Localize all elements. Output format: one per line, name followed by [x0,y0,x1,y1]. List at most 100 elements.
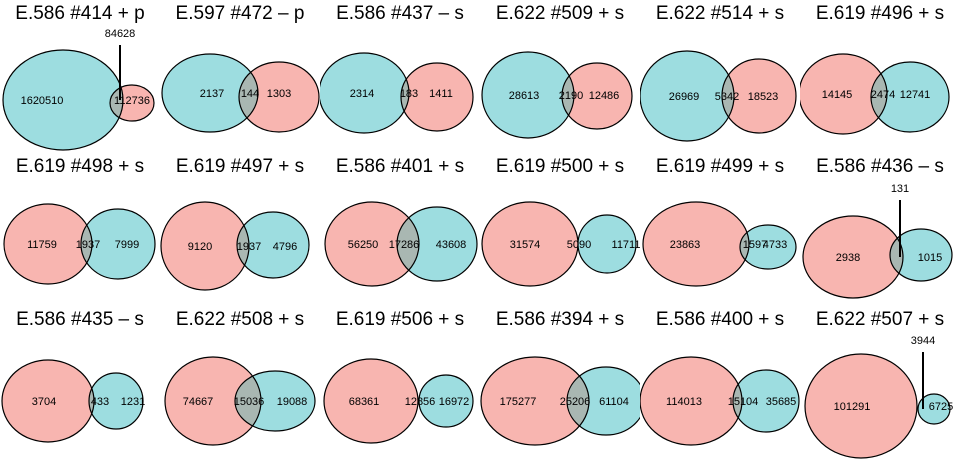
left-set-outline [481,51,575,139]
venn-diagram: 114013 35685 15104 [640,356,800,446]
venn-panel: E.622 #508 + s 74667 19088 15036 [160,306,320,459]
right-only-count: 18523 [748,91,779,103]
right-set-ellipse [397,207,477,281]
right-only-count: 19088 [277,396,308,408]
left-set-outline [802,215,904,299]
venn-panel: E.619 #496 + s 14145 12741 2474 [800,0,960,153]
left-only-count: 28613 [509,90,540,102]
right-only-count: 11711 [612,239,640,251]
left-set-ellipse [161,202,249,290]
right-only-count: 1231 [121,396,145,408]
left-only-count: 3704 [32,396,56,408]
right-set-outline [418,374,474,428]
overlap-count: 84628 [105,28,136,40]
right-only-count: 12486 [589,90,620,102]
right-set-ellipse [237,212,309,278]
panel-title: E.586 #437 – s [336,3,464,24]
left-set-ellipse [4,204,92,284]
panel-title: E.619 #500 + s [495,156,625,177]
right-set-outline [396,206,478,282]
left-only-count: 14145 [822,89,853,101]
left-set-ellipse [643,202,749,286]
right-set-ellipse [578,215,636,273]
panel-title: E.586 #394 + s [495,309,625,330]
overlap-count: 2190 [559,90,583,102]
left-only-count: 9120 [188,241,212,253]
right-set-outline [566,366,640,436]
venn-panel: E.622 #509 + s 28613 12486 2190 [480,0,640,153]
right-set-outline [80,208,156,280]
panel-title: E.622 #514 + s [655,3,785,24]
venn-diagram: 14145 12741 2474 [800,53,950,135]
panel-title: E.586 #414 + p [15,3,145,24]
overlap-count: 131 [891,183,909,195]
left-set-outline [804,353,918,459]
right-only-count: 61104 [599,396,629,408]
right-set-outline [577,214,637,274]
right-only-count: 12741 [900,89,931,101]
right-only-count: 1015 [918,252,942,264]
right-set-outline [238,61,320,133]
right-only-count: 4733 [763,239,787,251]
right-only-count: 1411 [429,88,453,100]
venn-panel: E.619 #498 + s 11759 7999 1937 [0,153,160,306]
venn-panel: E.619 #500 + s 31574 11711 5090 [480,153,640,306]
venn-diagram: 11759 7999 1937 [3,203,156,285]
venn-diagram: 101291 6725 3944 [804,335,953,459]
panel-title: E.619 #497 + s [175,156,305,177]
overlap-count: 3944 [911,335,935,347]
right-set-ellipse [81,209,155,279]
left-set-outline [640,356,743,446]
left-set-outline [642,201,750,287]
right-only-count: 35685 [766,396,797,408]
right-only-count: 43608 [436,239,467,251]
venn-diagram: 2137 1303 144 [161,53,320,133]
venn-diagram: 31574 11711 5090 [481,201,640,287]
right-set-outline [109,84,155,122]
left-set-ellipse [325,202,419,286]
panel-title: E.619 #506 + s [335,309,465,330]
right-set-outline [870,61,950,133]
left-only-count: 23863 [670,239,701,251]
overlap-count: 183 [400,88,418,100]
left-set-outline [164,356,262,446]
right-set-ellipse [419,375,473,427]
left-set-outline [480,356,590,446]
right-only-count: 1303 [267,88,291,100]
panel-title: E.586 #435 – s [16,309,144,330]
right-set-outline [721,58,797,134]
venn-panel: E.586 #437 – s 2314 1411 183 [320,0,480,153]
left-set-ellipse [800,54,887,134]
left-only-count: 31574 [510,239,541,251]
venn-diagram: 26969 18523 5342 [640,50,797,142]
overlap-count: 5090 [567,239,591,251]
left-set-ellipse [2,360,94,442]
left-only-count: 2314 [350,88,374,100]
left-only-count: 175277 [500,396,537,408]
overlap-count: 1937 [237,241,261,253]
left-set-ellipse [320,53,409,133]
panel-title: E.619 #499 + s [655,156,785,177]
right-set-outline [561,62,633,130]
right-only-count: 112736 [114,95,150,107]
overlap-count: 1937 [76,239,100,251]
right-set-ellipse [239,62,319,132]
left-set-outline [160,201,250,291]
venn-diagram: 74667 19088 15036 [164,356,316,446]
overlap-count: 144 [241,88,259,100]
right-set-outline [739,224,797,270]
left-set-ellipse [640,357,742,445]
left-set-ellipse [640,51,734,141]
right-set-outline [732,369,800,433]
venn-panel: E.597 #472 – p 2137 1303 144 [160,0,320,153]
left-set-ellipse [482,202,578,286]
venn-panel: E.619 #499 + s 23863 4733 1597 [640,153,800,306]
right-set-outline [889,228,953,282]
right-set-ellipse [401,63,473,131]
venn-panel: E.622 #514 + s 26969 18523 5342 [640,0,800,153]
right-set-ellipse [918,394,950,424]
right-set-outline [400,62,474,132]
overlap-count: 12856 [405,396,436,408]
